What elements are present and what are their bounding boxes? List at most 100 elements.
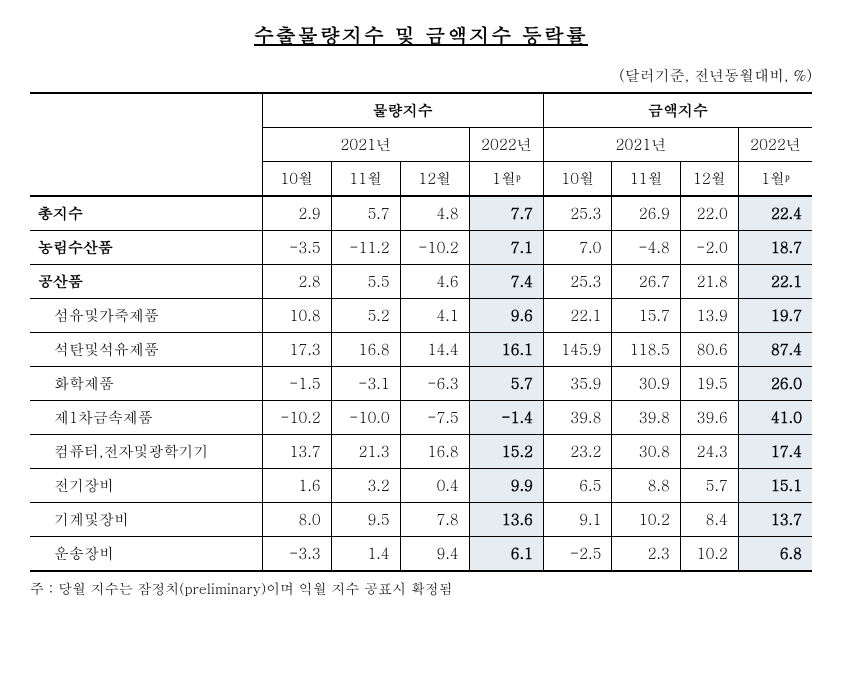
- cell-value: 16.1: [469, 333, 543, 367]
- cell-value: 9.1: [543, 503, 611, 537]
- cell-value: 39.6: [680, 401, 738, 435]
- cell-value: 13.7: [262, 435, 331, 469]
- col-m1p-vol: 1월ᵖ: [469, 162, 543, 197]
- col-m10-amt: 10월: [543, 162, 611, 197]
- cell-value: -3.3: [262, 537, 331, 572]
- col-m12-amt: 12월: [680, 162, 738, 197]
- cell-value: 80.6: [680, 333, 738, 367]
- cell-value: 15.1: [738, 469, 812, 503]
- cell-value: -2.5: [543, 537, 611, 572]
- table-row: 전기장비1.63.20.49.96.58.85.715.1: [30, 469, 812, 503]
- cell-value: 25.3: [543, 265, 611, 299]
- cell-value: 5.5: [331, 265, 400, 299]
- cell-value: 23.2: [543, 435, 611, 469]
- cell-value: -10.2: [262, 401, 331, 435]
- cell-value: -3.1: [331, 367, 400, 401]
- cell-value: 26.9: [612, 196, 680, 231]
- row-label: 전기장비: [30, 469, 262, 503]
- cell-value: 13.7: [738, 503, 812, 537]
- col-2022-amt: 2022년: [738, 128, 812, 162]
- col-m10-vol: 10월: [262, 162, 331, 197]
- cell-value: 30.8: [612, 435, 680, 469]
- cell-value: 8.8: [612, 469, 680, 503]
- cell-value: 0.4: [400, 469, 469, 503]
- cell-value: 1.6: [262, 469, 331, 503]
- cell-value: 26.7: [612, 265, 680, 299]
- cell-value: 15.7: [612, 299, 680, 333]
- cell-value: 3.2: [331, 469, 400, 503]
- cell-value: 5.7: [331, 196, 400, 231]
- cell-value: 25.3: [543, 196, 611, 231]
- col-2021-vol: 2021년: [262, 128, 469, 162]
- cell-value: 7.1: [469, 231, 543, 265]
- cell-value: 22.4: [738, 196, 812, 231]
- row-label: 운송장비: [30, 537, 262, 572]
- table-row: 총지수2.95.74.87.725.326.922.022.4: [30, 196, 812, 231]
- row-label: 기계및장비: [30, 503, 262, 537]
- cell-value: -3.5: [262, 231, 331, 265]
- cell-value: 10.8: [262, 299, 331, 333]
- cell-value: 4.8: [400, 196, 469, 231]
- cell-value: 9.5: [331, 503, 400, 537]
- cell-value: 39.8: [543, 401, 611, 435]
- cell-value: 8.4: [680, 503, 738, 537]
- cell-value: 2.8: [262, 265, 331, 299]
- cell-value: 22.1: [543, 299, 611, 333]
- cell-value: -11.2: [331, 231, 400, 265]
- cell-value: 6.5: [543, 469, 611, 503]
- cell-value: 4.6: [400, 265, 469, 299]
- cell-value: 9.4: [400, 537, 469, 572]
- cell-value: -10.2: [400, 231, 469, 265]
- cell-value: 22.1: [738, 265, 812, 299]
- cell-value: 118.5: [612, 333, 680, 367]
- cell-value: 9.9: [469, 469, 543, 503]
- cell-value: 87.4: [738, 333, 812, 367]
- cell-value: 16.8: [331, 333, 400, 367]
- col-m12-vol: 12월: [400, 162, 469, 197]
- cell-value: 7.4: [469, 265, 543, 299]
- cell-value: 6.1: [469, 537, 543, 572]
- cell-value: 17.4: [738, 435, 812, 469]
- table-row: 농림수산품-3.5-11.2-10.27.17.0-4.8-2.018.7: [30, 231, 812, 265]
- cell-value: 5.2: [331, 299, 400, 333]
- table-row: 운송장비-3.31.49.46.1-2.52.310.26.8: [30, 537, 812, 572]
- cell-value: 18.7: [738, 231, 812, 265]
- cell-value: 7.7: [469, 196, 543, 231]
- col-m11-vol: 11월: [331, 162, 400, 197]
- cell-value: 10.2: [612, 503, 680, 537]
- cell-value: 39.8: [612, 401, 680, 435]
- table-row: 공산품2.85.54.67.425.326.721.822.1: [30, 265, 812, 299]
- page-title: 수출물량지수 및 금액지수 등락률: [30, 20, 812, 49]
- cell-value: 145.9: [543, 333, 611, 367]
- cell-value: 24.3: [680, 435, 738, 469]
- cell-value: 19.7: [738, 299, 812, 333]
- row-label: 화학제품: [30, 367, 262, 401]
- cell-value: 1.4: [331, 537, 400, 572]
- row-label: 섬유및가죽제품: [30, 299, 262, 333]
- cell-value: 4.1: [400, 299, 469, 333]
- cell-value: 5.7: [469, 367, 543, 401]
- table-body: 총지수2.95.74.87.725.326.922.022.4농림수산품-3.5…: [30, 196, 812, 571]
- row-label: 석탄및석유제품: [30, 333, 262, 367]
- cell-value: 6.8: [738, 537, 812, 572]
- row-label: 공산품: [30, 265, 262, 299]
- col-group-amount: 금액지수: [543, 93, 812, 128]
- col-group-volume: 물량지수: [262, 93, 543, 128]
- cell-value: 22.0: [680, 196, 738, 231]
- cell-value: 10.2: [680, 537, 738, 572]
- cell-value: 35.9: [543, 367, 611, 401]
- cell-value: 2.3: [612, 537, 680, 572]
- row-label: 컴퓨터,전자및광학기기: [30, 435, 262, 469]
- col-m11-amt: 11월: [612, 162, 680, 197]
- data-table: 물량지수 금액지수 2021년 2022년 2021년 2022년 10월 11…: [30, 92, 812, 572]
- table-row: 석탄및석유제품17.316.814.416.1145.9118.580.687.…: [30, 333, 812, 367]
- unit-note: (달러기준, 전년동월대비, %): [30, 65, 812, 86]
- cell-value: 16.8: [400, 435, 469, 469]
- col-m1p-amt: 1월ᵖ: [738, 162, 812, 197]
- cell-value: 21.3: [331, 435, 400, 469]
- cell-value: -2.0: [680, 231, 738, 265]
- cell-value: 7.8: [400, 503, 469, 537]
- cell-value: 9.6: [469, 299, 543, 333]
- table-row: 섬유및가죽제품10.85.24.19.622.115.713.919.7: [30, 299, 812, 333]
- cell-value: -6.3: [400, 367, 469, 401]
